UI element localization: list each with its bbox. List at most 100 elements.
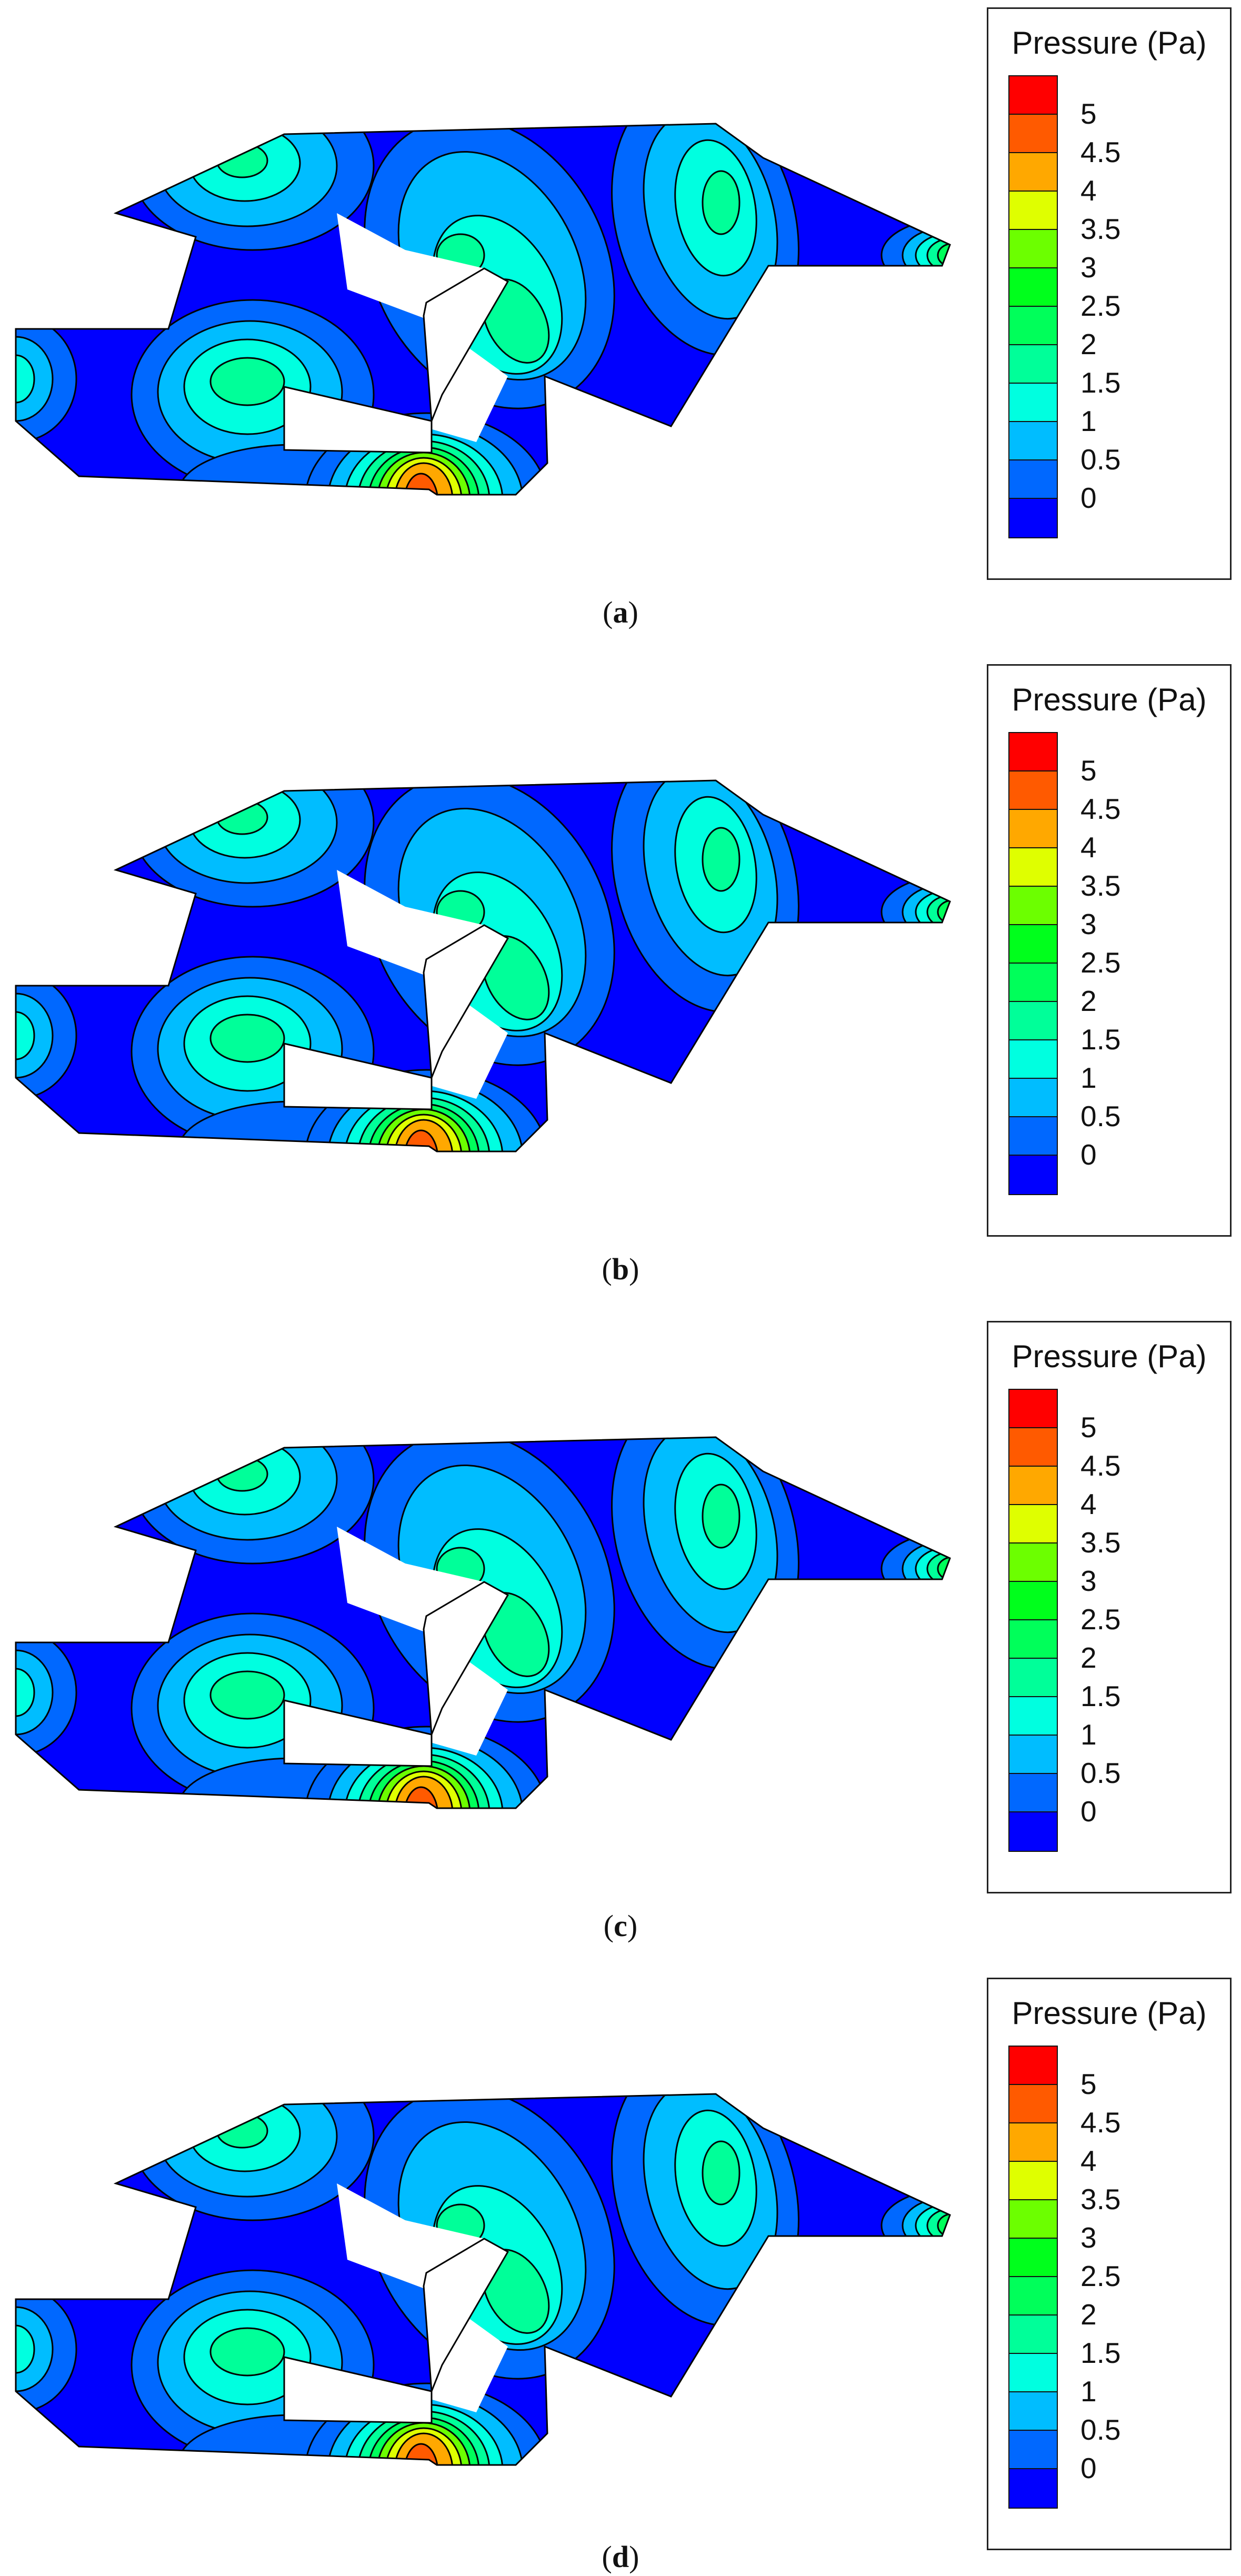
contour-svg — [15, 1436, 951, 1809]
panel-label: d — [612, 2540, 629, 2574]
legend-tick-label: 3 — [1080, 251, 1097, 284]
legend-tick-label: 1.5 — [1080, 1680, 1121, 1712]
legend-tick-label: 4 — [1080, 2144, 1097, 2177]
legend-tick-label: 2.5 — [1080, 1603, 1121, 1636]
contour-panel-b: Pressure (Pa) 5 4.5 4 3.5 3 2.5 2 1.5 1 0.5 0 (b) — [0, 657, 1241, 1286]
legend-swatch — [1009, 2239, 1057, 2277]
legend-title: Pressure (Pa) — [1012, 25, 1207, 61]
legend-swatch — [1009, 2047, 1057, 2085]
legend-color-bar — [1008, 1389, 1058, 1852]
legend-swatch — [1009, 192, 1057, 230]
legend-tick-label: 4.5 — [1080, 2106, 1121, 2139]
panel-label: a — [613, 595, 628, 629]
pressure-contour-plot — [0, 0, 963, 589]
contour-panel-c: Pressure (Pa) 5 4.5 4 3.5 3 2.5 2 1.5 1 0.5 0 (c) — [0, 1314, 1241, 1943]
panel-caption: (b) — [602, 1252, 639, 1286]
legend-tick-label: 1 — [1080, 2375, 1097, 2408]
legend-swatch — [1009, 230, 1057, 268]
legend-swatch — [1009, 1467, 1057, 1505]
legend-swatch — [1009, 499, 1057, 537]
legend-swatch — [1009, 2469, 1057, 2508]
legend-swatch — [1009, 2431, 1057, 2469]
legend-tick-label: 3 — [1080, 1565, 1097, 1597]
legend-swatch — [1009, 2200, 1057, 2239]
legend-swatch — [1009, 460, 1057, 499]
legend-color-bar — [1008, 732, 1058, 1195]
legend-swatch — [1009, 2123, 1057, 2162]
legend-tick-label: 3 — [1080, 2221, 1097, 2254]
legend-tick-label: 2.5 — [1080, 946, 1121, 979]
legend-swatch — [1009, 1582, 1057, 1620]
legend-swatch — [1009, 810, 1057, 848]
pressure-contour-plot — [0, 1314, 963, 1903]
legend-tick-label: 4 — [1080, 831, 1097, 864]
legend-tick-label: 0 — [1080, 1795, 1097, 1828]
legend-tick-label: 2 — [1080, 2298, 1097, 2331]
legend-swatch — [1009, 2162, 1057, 2200]
legend-swatch — [1009, 268, 1057, 307]
panel-label: b — [612, 1252, 629, 1286]
legend-swatch — [1009, 1697, 1057, 1736]
legend-swatch — [1009, 1659, 1057, 1697]
legend-swatch — [1009, 2085, 1057, 2123]
legend-swatch — [1009, 1736, 1057, 1774]
legend-tick-label: 0.5 — [1080, 1100, 1121, 1132]
legend-tick-label: 4.5 — [1080, 1449, 1121, 1482]
legend-tick-label: 4.5 — [1080, 136, 1121, 168]
legend-swatch — [1009, 307, 1057, 345]
contour-svg — [15, 779, 951, 1152]
legend-swatch — [1009, 1117, 1057, 1156]
legend-color-bar — [1008, 75, 1058, 538]
legend-title: Pressure (Pa) — [1012, 682, 1207, 717]
legend-tick-label: 1.5 — [1080, 2337, 1121, 2369]
legend-tick-label: 2 — [1080, 985, 1097, 1017]
panel-caption: (c) — [603, 1909, 638, 1943]
legend-swatch — [1009, 1002, 1057, 1040]
color-legend: Pressure (Pa) 5 4.5 4 3.5 3 2.5 2 1.5 1 0.5 0 — [987, 664, 1232, 1237]
legend-swatch — [1009, 1390, 1057, 1428]
legend-swatch — [1009, 153, 1057, 192]
legend-tick-label: 5 — [1080, 97, 1097, 130]
legend-swatch — [1009, 848, 1057, 887]
legend-tick-label: 4 — [1080, 174, 1097, 207]
legend-tick-label: 0.5 — [1080, 2413, 1121, 2446]
legend-swatch — [1009, 422, 1057, 460]
legend-swatch — [1009, 925, 1057, 964]
legend-tick-label: 2.5 — [1080, 2260, 1121, 2292]
legend-tick-label: 3.5 — [1080, 2183, 1121, 2216]
panel-caption: (a) — [603, 595, 638, 629]
legend-tick-label: 2.5 — [1080, 289, 1121, 322]
legend-swatch — [1009, 384, 1057, 422]
legend-tick-label: 3.5 — [1080, 869, 1121, 902]
legend-tick-label: 5 — [1080, 754, 1097, 787]
legend-tick-label: 0.5 — [1080, 443, 1121, 476]
legend-swatch — [1009, 2277, 1057, 2316]
legend-title: Pressure (Pa) — [1012, 1996, 1207, 2031]
contour-svg — [15, 2093, 951, 2466]
legend-swatch — [1009, 1079, 1057, 1117]
contour-svg — [15, 123, 951, 496]
legend-tick-label: 2 — [1080, 1641, 1097, 1674]
legend-swatch — [1009, 1156, 1057, 1194]
color-legend: Pressure (Pa) 5 4.5 4 3.5 3 2.5 2 1.5 1 0.5 0 — [987, 7, 1232, 580]
legend-swatch — [1009, 76, 1057, 115]
legend-tick-label: 5 — [1080, 1411, 1097, 1444]
legend-swatch — [1009, 345, 1057, 384]
legend-swatch — [1009, 2316, 1057, 2354]
legend-tick-label: 3.5 — [1080, 1526, 1121, 1559]
legend-swatch — [1009, 887, 1057, 925]
panel-caption: (d) — [602, 2540, 639, 2574]
contour-panel-d: Pressure (Pa) 5 4.5 4 3.5 3 2.5 2 1.5 1 0.5 0 (d) — [0, 1970, 1241, 2574]
legend-swatch — [1009, 1428, 1057, 1467]
legend-tick-label: 4 — [1080, 1488, 1097, 1520]
legend-tick-label: 2 — [1080, 328, 1097, 360]
color-legend: Pressure (Pa) 5 4.5 4 3.5 3 2.5 2 1.5 1 0.5 0 — [987, 1978, 1232, 2550]
legend-tick-label: 1.5 — [1080, 366, 1121, 399]
legend-swatch — [1009, 1505, 1057, 1543]
legend-tick-label: 4.5 — [1080, 793, 1121, 825]
legend-swatch — [1009, 2354, 1057, 2392]
legend-swatch — [1009, 2392, 1057, 2431]
legend-tick-label: 0 — [1080, 1138, 1097, 1171]
legend-swatch — [1009, 115, 1057, 153]
legend-tick-label: 0 — [1080, 482, 1097, 514]
